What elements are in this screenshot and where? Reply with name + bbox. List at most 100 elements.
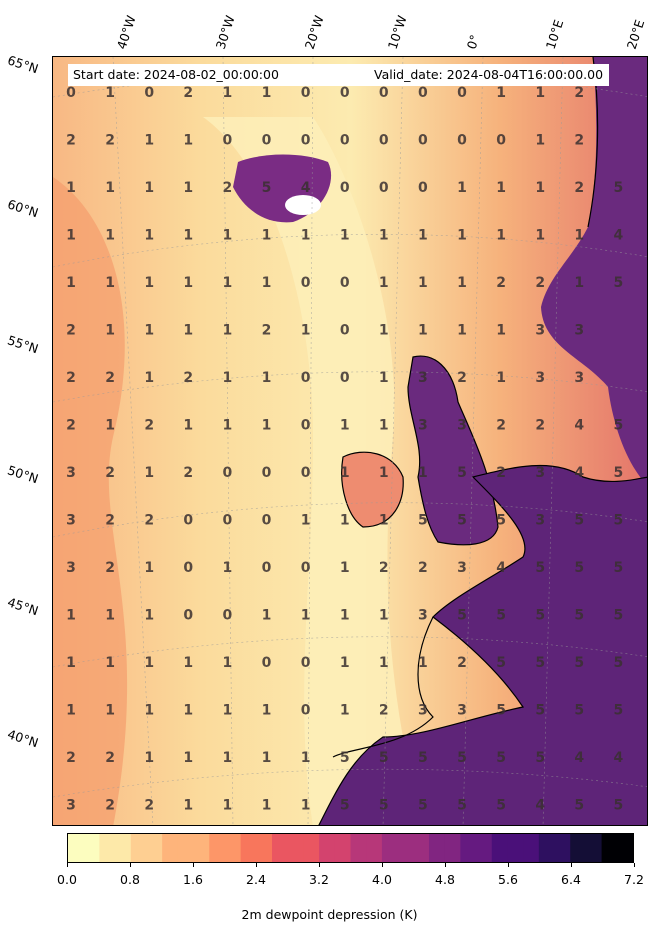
grid-value: 3 bbox=[535, 513, 545, 529]
central-tongue bbox=[203, 117, 423, 825]
colorbar-bin bbox=[83, 834, 100, 862]
grid-value: 1 bbox=[183, 133, 193, 149]
grid-value: 3 bbox=[418, 703, 428, 719]
grid-value: 0 bbox=[223, 133, 233, 149]
colorbar-bin bbox=[177, 834, 195, 862]
valid-date-label: Valid_date: 2024-08-04T16:00:00.00 bbox=[368, 64, 610, 86]
grid-value: 0 bbox=[301, 655, 311, 671]
grid-value: 1 bbox=[262, 228, 272, 244]
grid-value: 3 bbox=[418, 370, 428, 386]
grid-value: 0 bbox=[340, 370, 350, 386]
grid-value: 0 bbox=[340, 133, 350, 149]
grid-value: 0 bbox=[183, 608, 193, 624]
grid-value: 5 bbox=[614, 180, 624, 196]
lon-label-0: 0° bbox=[463, 32, 483, 51]
lat-label-60: 60°N bbox=[5, 196, 41, 221]
grid-value: 2 bbox=[496, 418, 506, 434]
grid-value: 5 bbox=[614, 703, 624, 719]
lon-label-30w: 30°W bbox=[212, 13, 238, 51]
colorbar-tick-label: 0.8 bbox=[120, 872, 140, 887]
grid-value: 0 bbox=[66, 85, 76, 101]
grid-value: 1 bbox=[301, 608, 311, 624]
grid-value: 1 bbox=[340, 465, 350, 481]
grid-value: 2 bbox=[105, 798, 115, 814]
grid-value: 5 bbox=[574, 655, 584, 671]
grid-value: 2 bbox=[574, 133, 584, 149]
colorbar-bin bbox=[491, 834, 509, 862]
grid-value: 5 bbox=[614, 655, 624, 671]
grid-value: 0 bbox=[340, 85, 350, 101]
grid-value: 3 bbox=[457, 703, 467, 719]
grid-value: 1 bbox=[66, 703, 76, 719]
grid-value: 1 bbox=[262, 608, 272, 624]
grid-value: 2 bbox=[66, 418, 76, 434]
colorbar-bin bbox=[570, 834, 587, 862]
grid-value: 1 bbox=[535, 228, 545, 244]
grid-value: 1 bbox=[144, 323, 154, 339]
colorbar-bin bbox=[99, 834, 116, 862]
grid-value: 0 bbox=[223, 465, 233, 481]
grid-value: 5 bbox=[535, 608, 545, 624]
grid-value: 5 bbox=[614, 275, 624, 291]
lon-label-10w: 10°W bbox=[384, 13, 410, 51]
grid-value: 5 bbox=[535, 560, 545, 576]
lat-label-50: 50°N bbox=[5, 462, 41, 487]
colorbar-tick-label: 1.6 bbox=[183, 872, 203, 887]
grid-value: 2 bbox=[379, 703, 389, 719]
grid-value: 0 bbox=[457, 133, 467, 149]
grid-value: 1 bbox=[301, 228, 311, 244]
grid-value: 1 bbox=[223, 560, 233, 576]
grid-value: 1 bbox=[105, 180, 115, 196]
colorbar-tick-label: 7.2 bbox=[624, 872, 644, 887]
grid-value: 2 bbox=[66, 323, 76, 339]
grid-value: 1 bbox=[223, 323, 233, 339]
colorbar-tickmark bbox=[67, 863, 68, 867]
colorbar-bin bbox=[162, 834, 179, 862]
grid-value: 1 bbox=[496, 323, 506, 339]
lon-label-40w: 40°W bbox=[113, 13, 139, 51]
grid-value: 5 bbox=[574, 608, 584, 624]
colorbar-bin bbox=[366, 834, 383, 862]
grid-value: 1 bbox=[66, 608, 76, 624]
colorbar-tick-label: 5.6 bbox=[498, 872, 518, 887]
colorbar-bin bbox=[444, 834, 461, 862]
grid-value: 4 bbox=[614, 228, 624, 244]
grid-value: 5 bbox=[496, 513, 506, 529]
grid-value: 2 bbox=[144, 798, 154, 814]
grid-value: 2 bbox=[457, 370, 467, 386]
grid-value: 1 bbox=[379, 418, 389, 434]
grid-value: 1 bbox=[340, 513, 350, 529]
grid-value: 0 bbox=[301, 370, 311, 386]
lon-label-20e: 20°E bbox=[623, 17, 648, 51]
grid-value: 0 bbox=[301, 465, 311, 481]
grid-value: 1 bbox=[262, 85, 272, 101]
grid-value: 2 bbox=[66, 750, 76, 766]
grid-value: 1 bbox=[144, 133, 154, 149]
colorbar bbox=[67, 833, 634, 863]
grid-value: 0 bbox=[262, 133, 272, 149]
grid-value: 1 bbox=[144, 465, 154, 481]
grid-value: 1 bbox=[223, 228, 233, 244]
grid-value: 0 bbox=[301, 133, 311, 149]
grid-value: 1 bbox=[418, 465, 428, 481]
grid-value: 5 bbox=[535, 655, 545, 671]
grid-value: 1 bbox=[105, 228, 115, 244]
grid-value: 5 bbox=[614, 418, 624, 434]
grid-value: 5 bbox=[496, 703, 506, 719]
grid-value: 5 bbox=[340, 750, 350, 766]
grid-value: 3 bbox=[535, 465, 545, 481]
grid-value: 1 bbox=[262, 798, 272, 814]
iceland-ice bbox=[285, 195, 321, 215]
grid-value: 0 bbox=[262, 560, 272, 576]
grid-value: 1 bbox=[340, 560, 350, 576]
western-band bbox=[53, 177, 127, 825]
map-canvas: 0 1 0 2 1 1 0 0 0 0 0 1 1 2 2 2 1 1 0 0 0 0 0 0 0 0 1 2 1 1 1 1 2 5 4 0 0 0 1 1… bbox=[53, 57, 647, 825]
grid-value: 0 bbox=[262, 655, 272, 671]
grid-value: 0 bbox=[262, 513, 272, 529]
grid-value: 1 bbox=[262, 275, 272, 291]
grid-value: 2 bbox=[105, 560, 115, 576]
grid-value: 3 bbox=[66, 560, 76, 576]
grid-value: 2 bbox=[535, 275, 545, 291]
grid-value: 5 bbox=[614, 798, 624, 814]
grid-value: 2 bbox=[144, 513, 154, 529]
